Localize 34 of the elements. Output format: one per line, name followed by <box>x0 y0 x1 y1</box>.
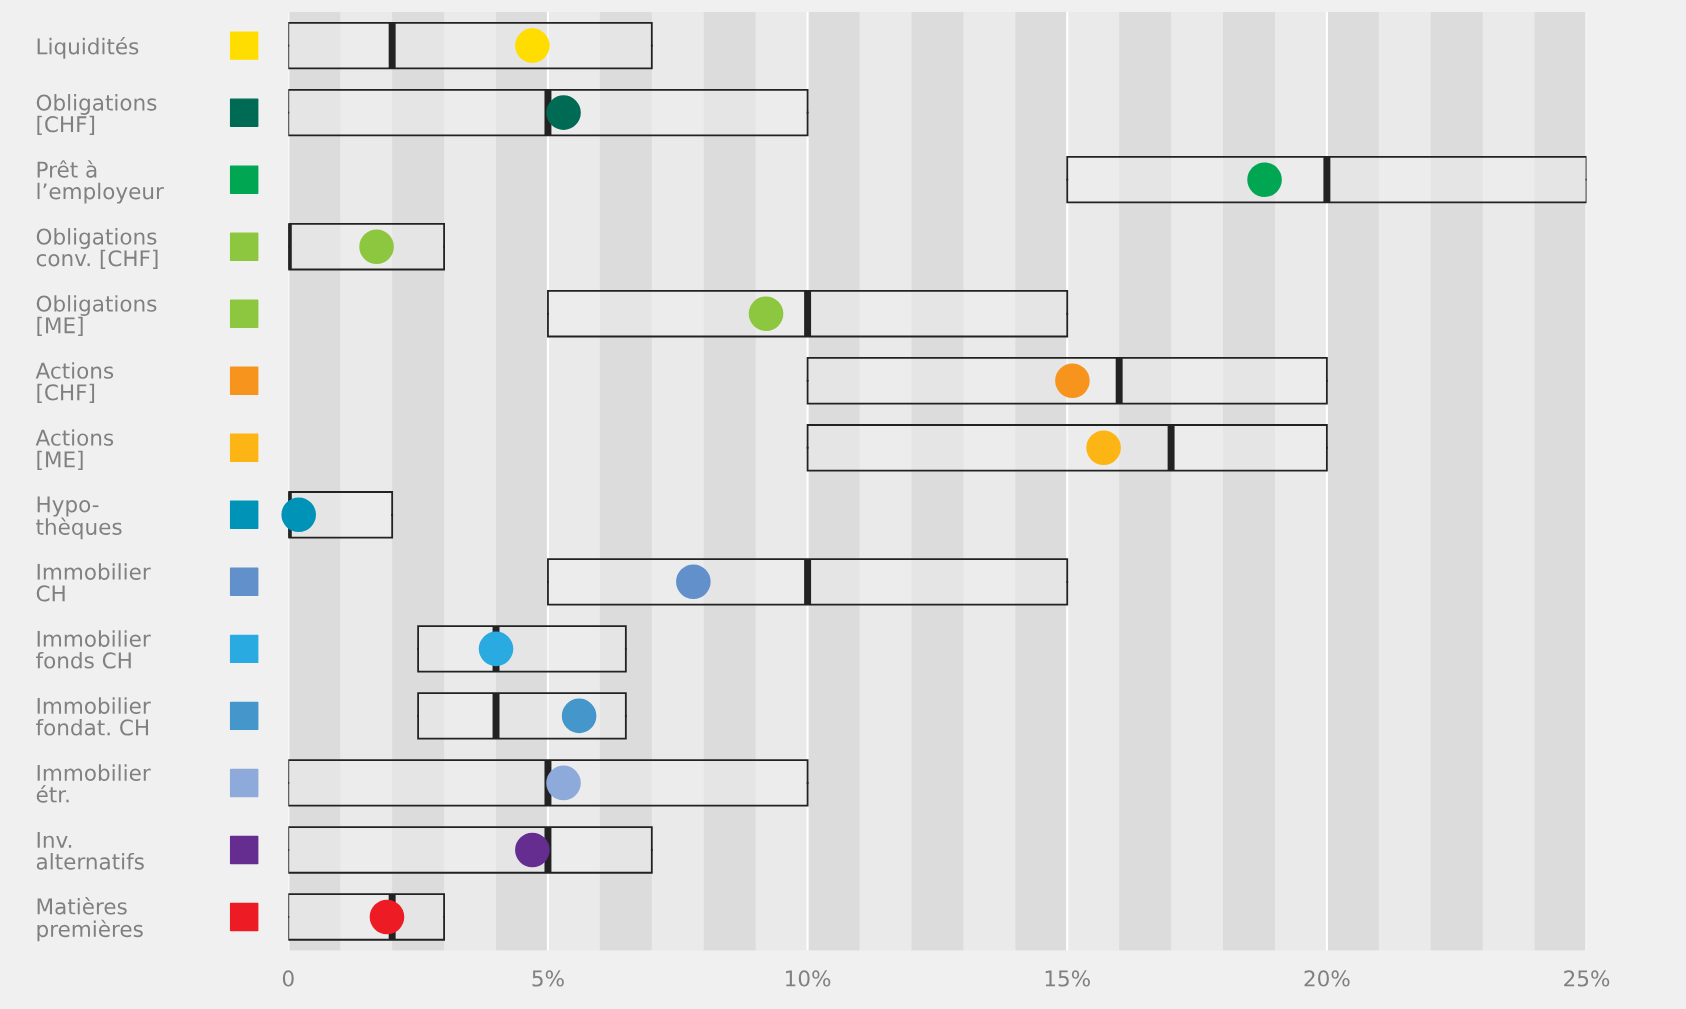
point <box>478 631 514 667</box>
y-tick-label: Immobilier fonds CH <box>36 630 151 669</box>
point <box>546 95 581 130</box>
point <box>1086 430 1121 466</box>
y-tick-label: Immobilier fondat. CH <box>36 697 151 736</box>
point <box>369 899 405 935</box>
y-tick-label: Inv. alternatifs <box>36 832 144 870</box>
point <box>676 564 711 600</box>
y-tick-label: Actions [ME] <box>35 429 114 471</box>
x-tick-label: 20% <box>1304 970 1350 987</box>
point <box>561 698 597 734</box>
x-tick-label: 0 <box>282 970 294 987</box>
point <box>515 832 550 868</box>
point <box>359 229 394 264</box>
point <box>515 28 550 63</box>
y-tick-label: Obligations [ME] <box>36 295 157 336</box>
x-tick-label: 10% <box>786 970 831 987</box>
y-tick-label: Matières premières <box>37 897 143 942</box>
point <box>1247 162 1282 197</box>
y-tick-label: Obligations conv. [CHF] <box>36 228 158 269</box>
y-tick-label: Actions [CHF] <box>35 362 114 404</box>
point <box>1055 363 1090 399</box>
y-tick-label: Obligations [CHF] <box>36 94 157 135</box>
point <box>546 765 581 801</box>
y-tick-label: Immobilier étr. <box>36 764 151 803</box>
y-tick-label: Prêt à l’employeur <box>37 160 164 204</box>
x-tick-label: 25% <box>1564 970 1610 987</box>
y-tick-label: Immobilier CH <box>36 563 151 602</box>
x-tick-label: 15% <box>1045 970 1090 987</box>
x-tick-label: 5% <box>532 970 564 987</box>
point <box>748 296 784 332</box>
point <box>281 497 316 533</box>
y-tick-label: Liquidités <box>37 37 139 59</box>
y-tick-label: Hypo- thèques <box>36 496 122 540</box>
